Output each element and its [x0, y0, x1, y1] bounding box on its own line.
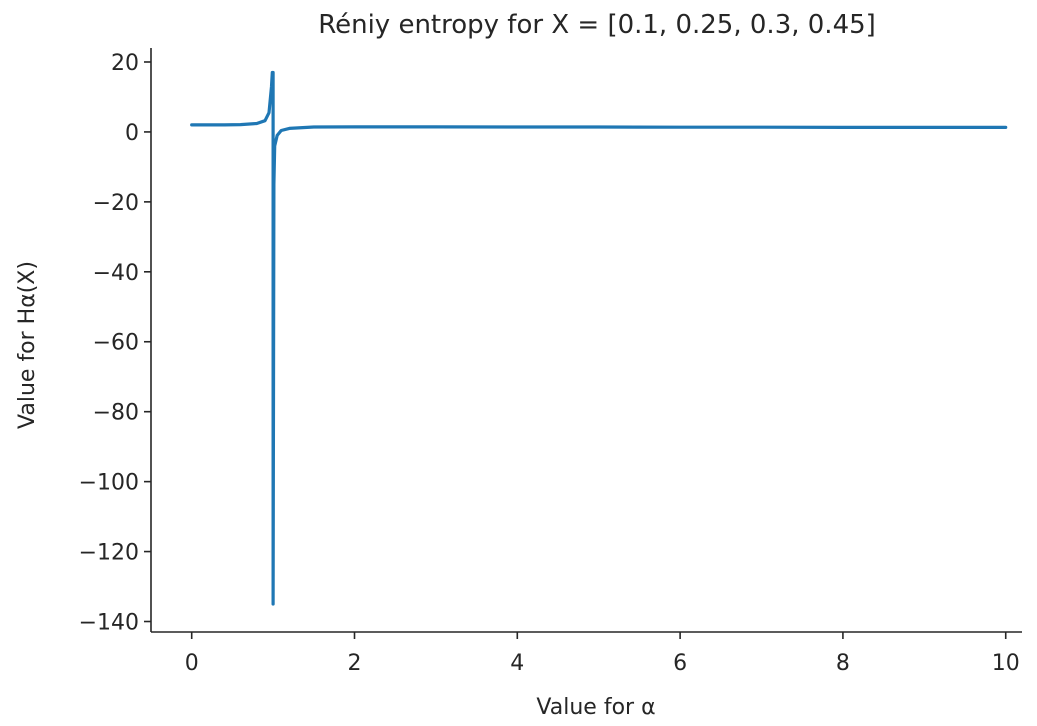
plot-area: 20 0 −20 −40 −60 −80 −100 −120 −140 0 2 4 6 8 10 [79, 48, 1022, 676]
x-tick-label: 4 [510, 651, 524, 676]
series-line [190, 70, 1008, 606]
y-tick-label: −100 [79, 471, 139, 496]
x-tick-label: 0 [185, 651, 199, 676]
y-tick-label: −20 [93, 191, 139, 216]
y-tick-label: −140 [79, 611, 139, 636]
y-axis: 20 0 −20 −40 −60 −80 −100 −120 −140 [79, 51, 151, 636]
y-tick-label: −40 [93, 261, 139, 286]
y-tick-label: −80 [93, 401, 139, 426]
x-axis-label: Value for α [536, 695, 655, 720]
x-tick-label: 6 [673, 651, 687, 676]
chart-title: Réniy entropy for X = [0.1, 0.25, 0.3, 0… [318, 10, 876, 40]
x-tick-label: 10 [992, 651, 1020, 676]
x-tick-label: 8 [836, 651, 850, 676]
series-layer [190, 70, 1008, 606]
x-axis: 0 2 4 6 8 10 [185, 632, 1020, 676]
y-tick-label: 20 [111, 51, 139, 76]
y-axis-label: Value for Hα(X) [15, 261, 40, 429]
y-tick-label: −60 [93, 331, 139, 356]
y-tick-label: −120 [79, 541, 139, 566]
y-tick-label: 0 [125, 121, 139, 146]
x-tick-label: 2 [348, 651, 362, 676]
